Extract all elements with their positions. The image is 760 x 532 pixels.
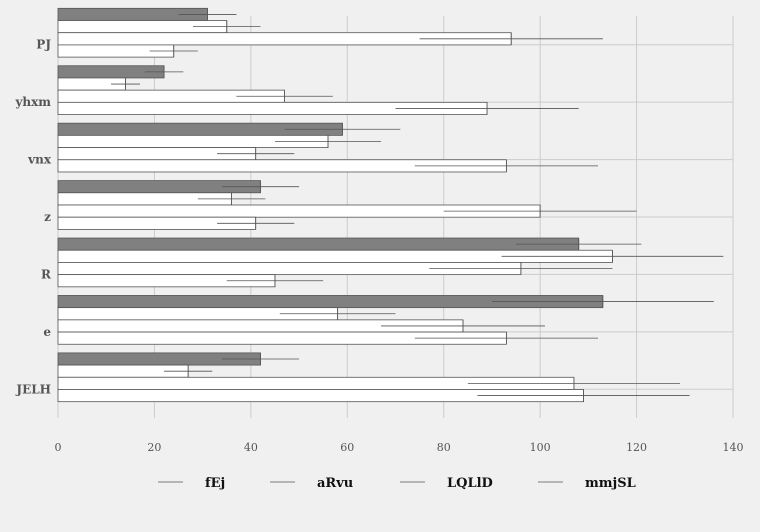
x-tick-label-1: 20 [147,441,161,454]
category-label-5: e [43,325,51,339]
x-tick-label-6: 120 [626,441,647,454]
category-label-6: JELH [15,382,51,396]
x-tick-label-5: 100 [530,441,551,454]
legend: fEj aRvu LQLlD mmjSL [158,476,636,491]
x-tick-label-3: 60 [340,441,354,454]
legend-label-mmjSL: mmjSL [585,476,636,491]
x-tick-label-7: 140 [723,441,744,454]
y-axis: PJ yhxm vnx z Re JELH [14,38,52,397]
error-bars [111,8,724,402]
x-axis: 0 20 40 60 80 100 120 140 [55,441,744,454]
bar-fEj-R [57,237,580,251]
category-label-3: z [44,210,51,224]
x-tick-label-0: 0 [55,441,62,454]
bars [57,7,613,403]
legend-label-aRvu: aRvu [317,476,353,491]
legend-label-fEj: fEj [205,476,225,491]
category-label-2: vnx [27,153,52,167]
category-label-1: yhxm [14,95,51,109]
x-tick-label-4: 80 [437,441,451,454]
category-label-0: PJ [36,38,51,52]
category-label-4: R [41,267,52,281]
legend-label-LQLlD: LQLlD [447,476,493,491]
x-tick-label-2: 40 [244,441,258,454]
